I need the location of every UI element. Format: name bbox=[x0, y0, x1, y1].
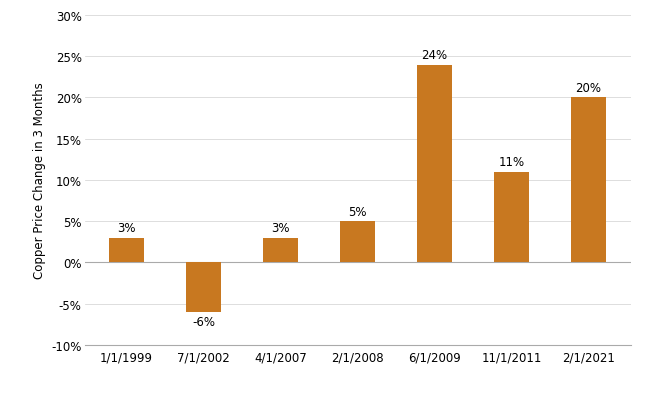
Bar bbox=[109, 238, 144, 263]
Text: 3%: 3% bbox=[271, 222, 290, 235]
Bar bbox=[494, 172, 528, 263]
Bar bbox=[571, 98, 606, 263]
Y-axis label: Copper Price Change in 3 Months: Copper Price Change in 3 Months bbox=[32, 82, 46, 279]
Bar bbox=[187, 263, 221, 312]
Bar bbox=[340, 221, 375, 263]
Text: 3%: 3% bbox=[118, 222, 136, 235]
Text: 20%: 20% bbox=[575, 82, 601, 95]
Text: 5%: 5% bbox=[348, 205, 367, 218]
Bar bbox=[263, 238, 298, 263]
Text: 11%: 11% bbox=[499, 156, 525, 169]
Text: -6%: -6% bbox=[192, 315, 215, 328]
Bar bbox=[417, 65, 452, 263]
Text: 24%: 24% bbox=[421, 49, 447, 62]
